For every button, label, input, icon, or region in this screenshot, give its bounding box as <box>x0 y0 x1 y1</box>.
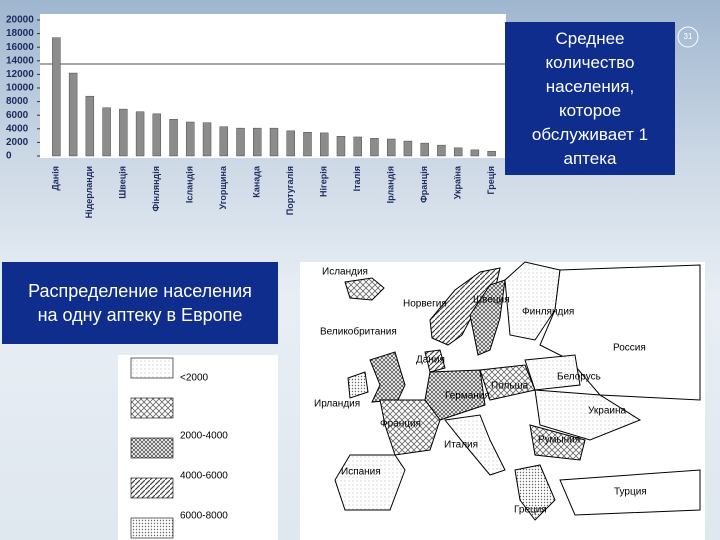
bar <box>420 142 429 157</box>
bar <box>52 37 61 157</box>
y-tick-label: 6000 <box>6 110 29 121</box>
bar <box>152 113 162 157</box>
x-tick-label: Iрландiя <box>386 166 396 203</box>
chart-title: Среднее количество населения, которое об… <box>505 22 675 175</box>
y-tick-label: 16000 <box>6 42 34 53</box>
bar <box>487 151 496 157</box>
bar <box>219 126 228 157</box>
map-label: Швеция <box>473 295 510 306</box>
map-label: Россия <box>613 343 646 354</box>
x-tick-label: Нiдерланди <box>84 166 94 218</box>
bar <box>320 132 329 157</box>
x-tick-label: Грецiя <box>486 166 496 195</box>
x-tick-label: Францiя <box>419 166 429 203</box>
map-label: Финляндия <box>522 307 574 318</box>
map-label: Германия <box>445 391 490 402</box>
y-tick-label: 18000 <box>6 28 34 39</box>
bar <box>85 95 95 157</box>
bar <box>286 130 295 157</box>
y-tick-label: 4000 <box>6 123 29 134</box>
bar <box>303 131 312 157</box>
bar <box>169 119 178 157</box>
x-tick-label: Фiнляндiя <box>151 166 161 212</box>
map-label: Италия <box>444 440 478 451</box>
map-label: Греция <box>514 505 547 516</box>
bar <box>202 122 212 157</box>
y-tick-label: 0 <box>6 151 12 162</box>
map-label: Турция <box>614 487 647 498</box>
map-label: Великобритания <box>320 326 397 338</box>
page-number-badge <box>677 26 699 48</box>
x-tick-label: Португалiя <box>285 166 295 215</box>
legend-label: 4000-6000 <box>180 471 228 482</box>
x-tick-label: Швецiя <box>118 166 128 199</box>
bar <box>470 149 480 157</box>
y-tick-label: 2000 <box>6 137 29 148</box>
map <box>334 261 701 521</box>
bar <box>370 138 379 157</box>
map-label: Испания <box>341 467 381 478</box>
x-tick-label: Украïна <box>453 165 463 199</box>
x-tick-label: Данiя <box>51 166 61 191</box>
legend-label: 6000-8000 <box>180 511 228 522</box>
bar <box>403 140 413 157</box>
bar <box>102 107 111 157</box>
x-tick-label: Iталiя <box>352 166 362 191</box>
map-label: Польша <box>491 381 529 392</box>
legend-swatch <box>130 477 174 499</box>
legend-label: <2000 <box>180 373 209 384</box>
bar <box>453 147 463 157</box>
bar <box>68 72 78 157</box>
bar <box>253 127 262 157</box>
legend-swatch <box>130 397 174 419</box>
x-tick-label: Угорщина <box>218 165 228 209</box>
x-tick-label: Канада <box>252 165 262 198</box>
bar <box>353 136 362 157</box>
bar <box>119 108 128 157</box>
map-label: Норвегия <box>403 299 447 310</box>
legend-swatch <box>130 517 174 539</box>
map-label: Белорусь <box>557 372 601 383</box>
bar <box>135 111 145 157</box>
bar <box>336 136 346 157</box>
map-label: Украина <box>588 406 627 417</box>
map-label: Румыния <box>538 435 580 446</box>
bar <box>437 144 446 157</box>
page-number: 31 <box>684 32 693 41</box>
bar <box>386 138 396 157</box>
legend-swatch <box>130 357 174 379</box>
bar <box>269 127 279 157</box>
map-label: Франция <box>380 419 421 430</box>
map-label: Ирландия <box>314 399 360 410</box>
x-tick-label: Iсландiя <box>185 166 195 203</box>
map-label: Дания <box>416 355 445 366</box>
y-tick-label: 14000 <box>6 55 34 66</box>
y-tick-label: 10000 <box>6 83 34 94</box>
bar <box>236 127 245 157</box>
legend-swatch <box>130 437 174 459</box>
map-title: Распределение населения на одну аптеку в… <box>2 262 278 344</box>
y-tick-label: 12000 <box>6 69 34 80</box>
y-tick-label: 8000 <box>6 96 29 107</box>
bar <box>186 121 195 157</box>
x-tick-label: Нiгерiя <box>319 166 329 197</box>
legend-label: 2000-4000 <box>180 431 228 442</box>
map-label: Исландия <box>322 267 368 278</box>
y-tick-label: 20000 <box>6 15 34 26</box>
